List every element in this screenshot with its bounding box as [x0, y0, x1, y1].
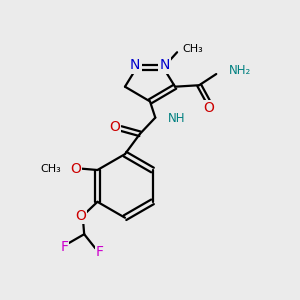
Text: N: N	[130, 58, 140, 73]
Text: F: F	[60, 240, 68, 254]
Text: O: O	[203, 101, 214, 115]
Text: N: N	[160, 58, 170, 73]
Text: O: O	[70, 161, 81, 176]
Text: O: O	[76, 209, 86, 223]
Text: O: O	[109, 120, 120, 134]
Text: NH: NH	[168, 112, 185, 125]
Text: F: F	[96, 245, 104, 259]
Text: CH₃: CH₃	[40, 164, 61, 173]
Text: NH₂: NH₂	[229, 64, 251, 77]
Text: CH₃: CH₃	[182, 44, 203, 54]
